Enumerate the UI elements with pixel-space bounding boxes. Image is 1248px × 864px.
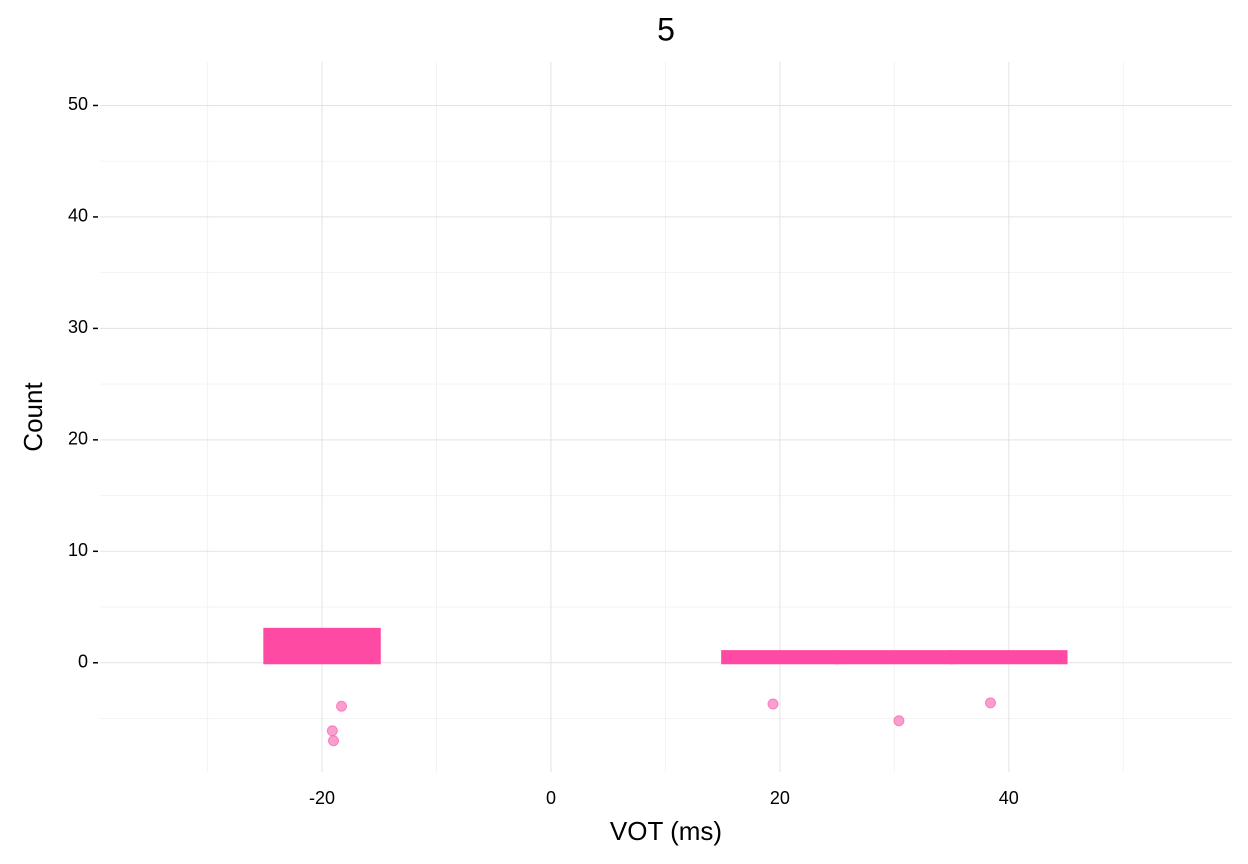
y-tick-label: 0	[78, 652, 88, 672]
data-point	[893, 715, 905, 727]
y-tick-label: 50	[68, 94, 88, 114]
data-point	[336, 700, 348, 712]
data-point	[326, 725, 338, 737]
y-tick-label: 10	[68, 540, 88, 560]
y-tick-label: 40	[68, 206, 88, 226]
x-tick-label: -20	[309, 788, 335, 808]
data-point	[984, 697, 996, 709]
histogram-bar	[263, 627, 381, 665]
y-tick-label: 30	[68, 317, 88, 337]
x-axis-label: VOT (ms)	[610, 816, 722, 846]
x-tick-label: 20	[770, 788, 790, 808]
histogram-bar	[721, 650, 839, 665]
data-point	[327, 735, 339, 747]
x-tick-label: 40	[999, 788, 1019, 808]
y-axis-label: Count	[18, 382, 48, 452]
y-tick-label: 20	[68, 429, 88, 449]
data-point	[767, 698, 779, 710]
histogram-bar	[835, 650, 954, 665]
histogram-bar	[950, 650, 1068, 665]
x-tick-label: 0	[546, 788, 556, 808]
chart-title: 5	[657, 11, 675, 47]
